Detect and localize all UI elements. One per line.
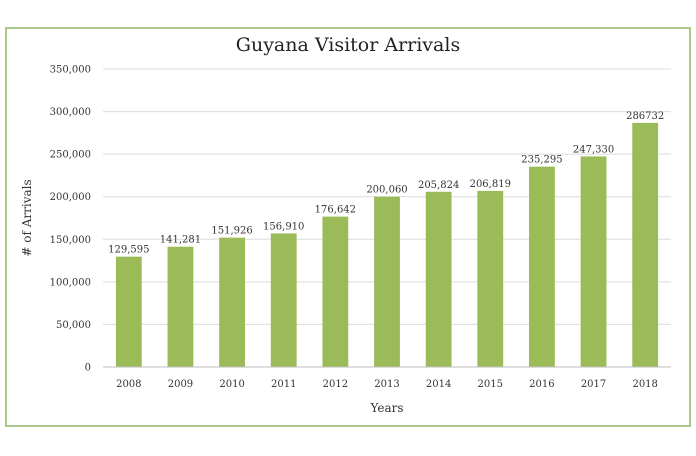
- x-axis-ticks: 2008 2009 2010 2011 2012 2013 2014 2015 2016 2017…: [116, 379, 658, 390]
- data-label-2017: 247,330: [573, 144, 614, 155]
- y-tick-label: 350,000: [50, 65, 91, 76]
- x-tick-label: 2009: [168, 379, 193, 390]
- data-label-2011: 156,910: [263, 221, 304, 232]
- data-label-2016: 235,295: [521, 155, 562, 166]
- bar-2013: [374, 196, 400, 367]
- y-tick-label: 0: [85, 363, 91, 374]
- x-axis-label: Years: [369, 401, 403, 415]
- y-tick-label: 100,000: [50, 277, 91, 288]
- chart-title: Guyana Visitor Arrivals: [236, 34, 460, 56]
- data-label-2008: 129,595: [108, 245, 149, 256]
- x-tick-label: 2016: [529, 379, 554, 390]
- bar-2011: [270, 233, 297, 367]
- x-tick-label: 2010: [219, 379, 244, 390]
- bar-2014: [425, 191, 452, 367]
- x-tick-label: 2015: [478, 379, 503, 390]
- chart-frame: Guyana Visitor Arrivals 0 50,000 100,000 15…: [5, 27, 691, 427]
- y-axis-ticks: 0 50,000 100,000 150,000 200,000 250,000 300,0…: [50, 65, 91, 374]
- x-tick-label: 2018: [632, 379, 657, 390]
- bar-2009: [167, 246, 194, 367]
- data-label-2015: 206,819: [470, 179, 511, 190]
- x-tick-label: 2012: [323, 379, 348, 390]
- bar-2012: [322, 216, 349, 367]
- bar-2015: [477, 190, 504, 367]
- data-label-2009: 141,281: [160, 235, 201, 246]
- x-tick-label: 2014: [426, 379, 451, 390]
- data-label-2012: 176,642: [315, 205, 356, 216]
- data-label-2010: 151,926: [211, 226, 252, 237]
- bar-2018: [632, 122, 659, 367]
- bar-2008: [115, 256, 142, 367]
- bar-chart: Guyana Visitor Arrivals 0 50,000 100,000 15…: [20, 34, 671, 415]
- data-labels: 129,595 141,281 151,926 156,910 176,642 200,0…: [108, 111, 664, 256]
- y-axis-label: # of Arrivals: [20, 179, 34, 256]
- bar-2017: [580, 156, 607, 367]
- bar-2010: [219, 237, 245, 367]
- y-tick-label: 150,000: [50, 235, 91, 246]
- y-tick-label: 50,000: [56, 320, 91, 331]
- x-tick-label: 2011: [271, 379, 296, 390]
- y-tick-label: 200,000: [50, 192, 91, 203]
- x-tick-label: 2008: [116, 379, 141, 390]
- x-tick-label: 2013: [374, 379, 399, 390]
- bars: [115, 122, 659, 367]
- y-tick-label: 250,000: [50, 150, 91, 161]
- x-tick-label: 2017: [581, 379, 606, 390]
- data-label-2013: 200,060: [366, 185, 407, 196]
- bar-2016: [529, 166, 555, 367]
- y-tick-label: 300,000: [50, 107, 91, 118]
- data-label-2014: 205,824: [418, 180, 459, 191]
- data-label-2018: 286732: [626, 111, 664, 122]
